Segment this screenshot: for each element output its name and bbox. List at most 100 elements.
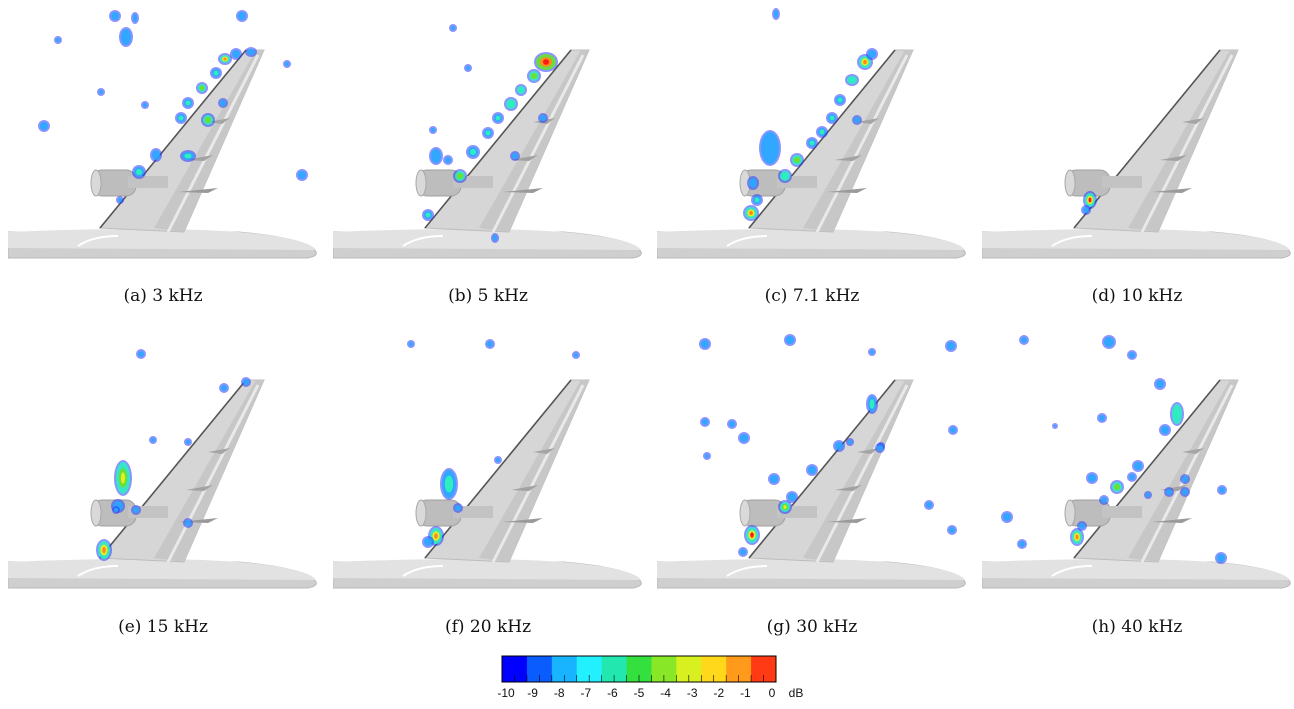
colorbar-tick-label: 0 <box>769 686 776 700</box>
panel-a <box>8 0 318 268</box>
panel-h <box>982 330 1292 598</box>
noise-source-spot <box>131 12 139 24</box>
noise-source-spot <box>744 525 760 545</box>
colorbar-tick-label: -4 <box>660 686 671 700</box>
beamforming-map-a <box>8 10 317 259</box>
noise-source-spot <box>150 148 162 162</box>
noise-source-spot <box>180 150 196 162</box>
colorbar-scale: -10 -9 -8 -7 -6 -5 -4 -3 -2 -1 0 dB <box>497 655 804 700</box>
noise-source-map <box>422 24 558 243</box>
noise-source-spot <box>1159 424 1171 436</box>
noise-source-map <box>743 8 878 221</box>
noise-source-spot <box>429 126 437 134</box>
noise-source-spot <box>945 340 957 352</box>
noise-source-spot <box>1019 335 1029 345</box>
noise-source-spot <box>182 97 194 109</box>
noise-source-spot <box>1083 191 1097 209</box>
noise-source-spot <box>1077 521 1087 531</box>
noise-source-spot <box>772 8 780 20</box>
noise-source-spot <box>846 438 854 446</box>
noise-source-spot <box>826 112 838 124</box>
noise-source-spot <box>857 54 873 70</box>
noise-source-spot <box>184 438 192 446</box>
noise-source-spot <box>136 349 146 359</box>
noise-source-spot <box>778 169 792 183</box>
colorbar-tick-label: -7 <box>580 686 591 700</box>
noise-source-spot <box>494 456 502 464</box>
panel-c <box>657 0 967 268</box>
noise-source-spot <box>790 153 804 167</box>
beamforming-map-h <box>982 335 1291 589</box>
caption-b: (b) 5 kHz <box>448 286 528 306</box>
noise-source-spot <box>97 88 105 96</box>
beamforming-map-d <box>982 49 1291 259</box>
noise-source-spot <box>1110 480 1124 494</box>
aircraft-model <box>657 49 966 259</box>
noise-source-spot <box>175 112 187 124</box>
noise-source-spot <box>453 503 463 513</box>
noise-source-spot <box>727 419 737 429</box>
caption-a: (a) 3 kHz <box>123 286 203 306</box>
noise-source-spot <box>114 460 132 496</box>
noise-source-spot <box>245 47 257 57</box>
aircraft-model <box>982 379 1291 589</box>
noise-source-spot <box>453 169 467 183</box>
noise-source-spot <box>131 505 141 515</box>
noise-source-spot <box>845 74 859 86</box>
noise-source-spot <box>738 547 748 557</box>
noise-source-spot <box>510 151 520 161</box>
noise-source-spot <box>38 120 50 132</box>
noise-source-spot <box>449 24 457 32</box>
noise-source-spot <box>119 27 133 47</box>
colorbar-tick-label: -9 <box>527 686 538 700</box>
noise-source-spot <box>183 518 193 528</box>
panel-d <box>982 0 1292 268</box>
panel-e <box>8 330 318 598</box>
noise-source-spot <box>852 115 862 125</box>
noise-source-spot <box>296 169 308 181</box>
colorbar-tick-label: -1 <box>740 686 751 700</box>
aircraft-model <box>8 379 317 589</box>
noise-source-spot <box>1215 552 1227 564</box>
colorbar-unit: dB <box>789 686 804 700</box>
noise-source-map <box>38 10 308 204</box>
noise-source-spot <box>504 97 518 111</box>
noise-source-spot <box>534 52 558 72</box>
noise-source-spot <box>1097 413 1107 423</box>
aircraft-model <box>333 49 642 259</box>
noise-source-spot <box>236 10 248 22</box>
colorbar-frame <box>501 655 777 683</box>
noise-source-spot <box>806 137 818 149</box>
noise-source-spot <box>112 506 120 514</box>
noise-source-spot <box>491 233 499 243</box>
noise-source-spot <box>466 145 480 159</box>
noise-source-spot <box>219 383 229 393</box>
noise-source-spot <box>786 491 798 503</box>
noise-source-spot <box>1081 205 1091 215</box>
noise-source-spot <box>1170 402 1184 426</box>
noise-source-spot <box>440 468 458 500</box>
noise-source-spot <box>196 82 208 94</box>
aircraft-model <box>982 49 1291 259</box>
aircraft-model <box>8 49 317 259</box>
noise-source-spot <box>948 425 958 435</box>
noise-source-spot <box>132 165 146 179</box>
caption-c: (c) 7.1 kHz <box>764 286 860 306</box>
panel-b <box>333 0 643 268</box>
beamforming-map-f <box>333 339 642 589</box>
noise-source-spot <box>1164 487 1174 497</box>
noise-source-spot <box>924 500 934 510</box>
colorbar-tick-label: -8 <box>554 686 565 700</box>
noise-source-spot <box>201 113 215 127</box>
noise-source-spot <box>464 64 472 72</box>
noise-source-spot <box>429 147 443 165</box>
noise-source-spot <box>1099 495 1109 505</box>
noise-source-spot <box>699 338 711 350</box>
noise-source-spot <box>515 84 527 96</box>
noise-source-spot <box>422 536 434 548</box>
noise-source-spot <box>700 417 710 427</box>
beamforming-map-c <box>657 8 966 259</box>
noise-source-spot <box>210 67 222 79</box>
colorbar-tick-label: -5 <box>634 686 645 700</box>
noise-source-spot <box>96 539 112 561</box>
